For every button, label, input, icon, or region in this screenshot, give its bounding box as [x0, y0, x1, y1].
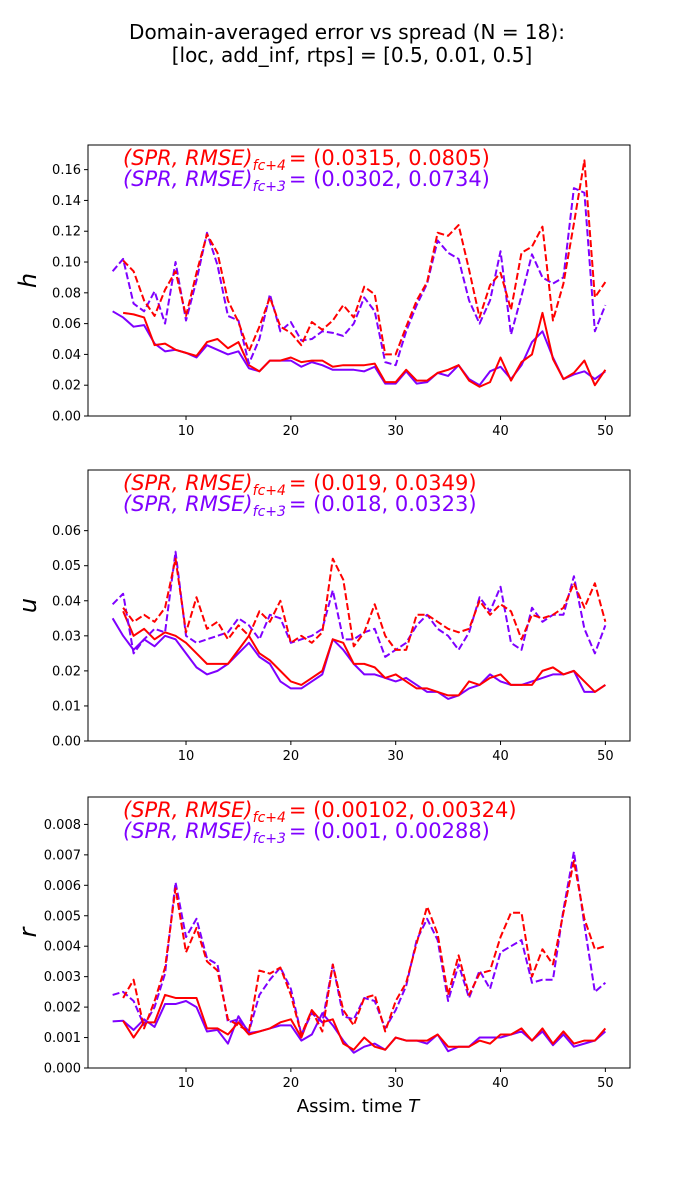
- solid-line: [122, 993, 607, 1051]
- y-tick-label: 0.04: [52, 594, 81, 609]
- annotation: (SPR, RMSE)fc+3 = (0.0302, 0.0734): [123, 167, 490, 195]
- y-tick-label: 0.12: [52, 225, 81, 240]
- y-tick-label: 0.000: [44, 1062, 81, 1077]
- annotation-value: = (0.018, 0.0323): [289, 492, 477, 516]
- annotation-subscript: fc+4: [253, 483, 286, 499]
- annotation-label: (SPR, RMSE): [123, 819, 253, 843]
- annotation: (SPR, RMSE)fc+4 = (0.00102, 0.00324): [123, 798, 517, 826]
- solid-line: [122, 311, 607, 388]
- x-tick-label: 50: [597, 424, 614, 439]
- x-tick-label: 10: [178, 1076, 195, 1091]
- y-tick-label: 0.05: [52, 559, 81, 574]
- annotation-subscript: fc+4: [253, 158, 286, 174]
- y-tick-label: 0.14: [52, 194, 81, 209]
- annotation-value: = (0.001, 0.00288): [289, 819, 490, 843]
- annotation: (SPR, RMSE)fc+4 = (0.0315, 0.0805): [123, 146, 490, 174]
- y-tick-label: 0.02: [52, 379, 81, 394]
- annotation-value: = (0.0315, 0.0805): [289, 146, 490, 170]
- y-tick-label: 0.004: [44, 940, 81, 955]
- annotation-label: (SPR, RMSE): [123, 471, 253, 495]
- y-tick-label: 0.00: [52, 410, 81, 425]
- axes-frame: [87, 469, 631, 742]
- dashed-line: [112, 850, 607, 1036]
- annotation-label: (SPR, RMSE): [123, 798, 253, 822]
- annotation-subscript: fc+3: [253, 831, 286, 847]
- y-tick-label: 0.006: [44, 879, 81, 894]
- x-tick-label: 50: [597, 1076, 614, 1091]
- annotation-value: = (0.00102, 0.00324): [289, 798, 517, 822]
- y-tick-label: 0.001: [44, 1031, 81, 1046]
- axes-frame: [87, 144, 631, 417]
- y-tick-label: 0.16: [52, 163, 81, 178]
- annotation: (SPR, RMSE)fc+4 = (0.019, 0.0349): [123, 471, 477, 499]
- x-tick-label: 20: [283, 1076, 300, 1091]
- annotation: (SPR, RMSE)fc+3 = (0.001, 0.00288): [123, 819, 490, 847]
- dashed-line: [122, 859, 606, 1036]
- x-tick-label: 20: [283, 749, 300, 764]
- x-tick-label: 40: [492, 749, 509, 764]
- dashed-line: [111, 550, 607, 658]
- annotation-value: = (0.0302, 0.0734): [289, 167, 490, 191]
- annotation-label: (SPR, RMSE): [123, 167, 253, 191]
- solid-line: [112, 310, 606, 387]
- x-tick-label: 10: [178, 424, 195, 439]
- y-tick-label: 0.00: [52, 735, 81, 750]
- y-tick-label: 0.003: [44, 970, 81, 985]
- title-line: [loc, add_inf, rtps] = [0.5, 0.01, 0.5]: [172, 43, 533, 67]
- annotation-subscript: fc+3: [253, 179, 286, 195]
- x-label-var: T: [408, 1096, 421, 1117]
- y-axis-label: h: [14, 273, 42, 288]
- x-tick-label: 40: [492, 1076, 509, 1091]
- y-tick-label: 0.04: [52, 348, 81, 363]
- annotation-subscript: fc+3: [253, 504, 286, 520]
- title-line: Domain-averaged error vs spread (N = 18)…: [129, 20, 565, 44]
- x-tick-label: 30: [387, 749, 404, 764]
- y-tick-label: 0.03: [52, 629, 81, 644]
- annotation-value: = (0.019, 0.0349): [289, 471, 477, 495]
- x-label-text: Assim. time: [297, 1096, 403, 1117]
- y-tick-label: 0.10: [52, 256, 81, 271]
- x-axis-label: Assim. time T: [297, 1096, 421, 1117]
- annotation-subscript: fc+4: [253, 810, 286, 826]
- axes-frame: [87, 796, 631, 1069]
- x-tick-label: 30: [387, 1076, 404, 1091]
- subplot: 0.000 0.001 0.002 0.003 0.004 0.005 0.006 0.007…: [14, 796, 631, 1091]
- y-tick-label: 0.008: [44, 818, 81, 833]
- x-tick-label: 50: [597, 749, 614, 764]
- x-tick-label: 30: [387, 424, 404, 439]
- annotation: (SPR, RMSE)fc+3 = (0.018, 0.0323): [123, 492, 477, 520]
- solid-line: [112, 1000, 607, 1054]
- subplot: 0.00 0.01 0.02 0.03 0.04 0.05 0.06 10 20 30 40 50 u (…: [14, 469, 631, 764]
- y-tick-label: 0.06: [52, 317, 81, 332]
- subplot: 0.00 0.02 0.04 0.06 0.08 0.10 0.12 0.14 0.16 10 20…: [14, 144, 631, 439]
- y-axis-label: r: [14, 925, 42, 937]
- y-tick-label: 0.005: [44, 909, 81, 924]
- y-tick-label: 0.06: [52, 524, 81, 539]
- annotation-label: (SPR, RMSE): [123, 492, 253, 516]
- y-axis-label: u: [14, 598, 42, 613]
- dashed-line: [122, 159, 607, 356]
- x-tick-label: 20: [283, 424, 300, 439]
- annotation-label: (SPR, RMSE): [123, 146, 253, 170]
- y-tick-label: 0.007: [44, 848, 81, 863]
- y-tick-label: 0.02: [52, 664, 81, 679]
- dashed-line: [111, 187, 607, 367]
- y-tick-label: 0.08: [52, 286, 81, 301]
- x-tick-label: 40: [492, 424, 509, 439]
- y-tick-label: 0.01: [52, 699, 81, 714]
- dashed-line: [122, 557, 607, 651]
- y-tick-label: 0.002: [44, 1001, 81, 1016]
- solid-line: [122, 610, 606, 697]
- x-tick-label: 10: [178, 749, 195, 764]
